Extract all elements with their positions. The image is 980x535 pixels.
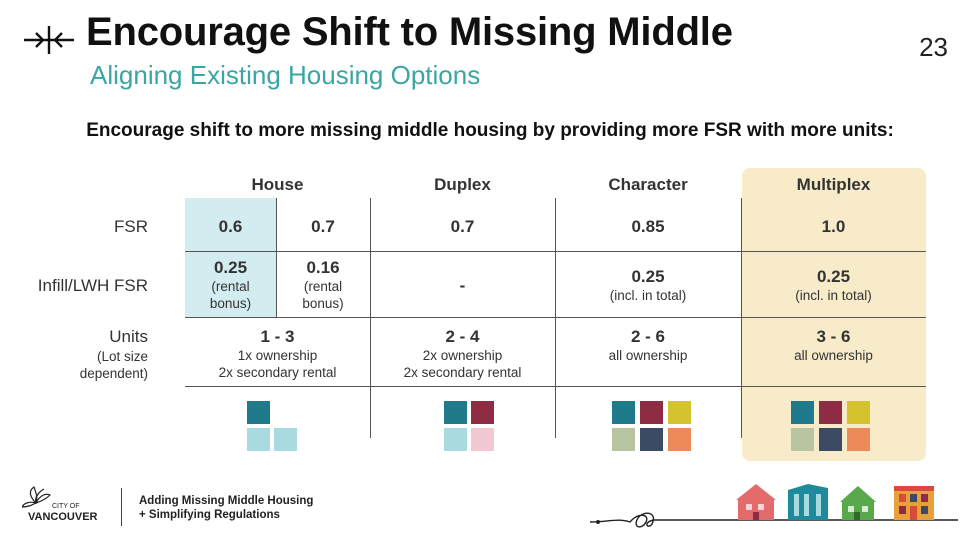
footer-project-line-2: + Simplifying Regulations bbox=[139, 509, 280, 521]
fsr-multiplex: 1.0 bbox=[821, 217, 846, 236]
city-flower-icon bbox=[22, 486, 52, 508]
column-header-character: Character bbox=[608, 175, 688, 194]
house-fsr-highlight bbox=[185, 198, 276, 251]
infill-character-cell: 0.25 (incl. in total) bbox=[555, 267, 741, 304]
infill-house-a-note-2: bonus) bbox=[209, 296, 252, 311]
units-multiplex-note: all ownership bbox=[794, 348, 873, 363]
units-duplex-cell: 2 - 4 2x ownership 2x secondary rental bbox=[370, 327, 555, 381]
house-unit-square-rental-2 bbox=[274, 428, 297, 451]
infill-multiplex-cell: 0.25 (incl. in total) bbox=[741, 267, 926, 304]
missing-middle-logo-icon bbox=[24, 26, 74, 54]
units-duplex-note-2: 2x secondary rental bbox=[403, 365, 522, 380]
infill-multiplex-note: (incl. in total) bbox=[795, 288, 872, 303]
multiplex-unit-square-5 bbox=[819, 428, 842, 451]
multiplex-unit-square-1 bbox=[791, 401, 814, 424]
character-unit-square-3 bbox=[668, 401, 691, 424]
character-unit-square-2 bbox=[640, 401, 663, 424]
page-number: 23 bbox=[919, 32, 948, 62]
footer-divider bbox=[121, 488, 122, 526]
units-house-note-2: 2x secondary rental bbox=[218, 365, 337, 380]
infill-house-a-note-1: (rental bbox=[211, 279, 250, 294]
infill-house-b-value: 0.16 bbox=[306, 258, 340, 277]
footer-org-line-1: CITY OF bbox=[52, 503, 79, 510]
fsr-character: 0.85 bbox=[631, 217, 665, 236]
footer-org-line-2: VANCOUVER bbox=[28, 511, 98, 523]
infill-duplex: - bbox=[459, 276, 466, 295]
page-title: Encourage Shift to Missing Middle bbox=[86, 10, 733, 54]
house-teal-icon bbox=[788, 484, 828, 520]
housing-illustration bbox=[589, 484, 958, 528]
infill-house-b-cell: 0.16 (rental bonus) bbox=[276, 258, 370, 312]
units-house-note-1: 1x ownership bbox=[237, 348, 318, 363]
units-character-value: 2 - 6 bbox=[630, 327, 666, 346]
column-header-multiplex: Multiplex bbox=[796, 175, 871, 194]
house-coral-icon bbox=[736, 484, 776, 520]
lead-statement: Encourage shift to more missing middle h… bbox=[86, 120, 894, 141]
duplex-unit-square-3 bbox=[444, 428, 467, 451]
house-infill-highlight bbox=[185, 252, 276, 317]
infill-character-value: 0.25 bbox=[631, 267, 665, 286]
column-header-duplex: Duplex bbox=[434, 175, 491, 194]
house-split-divider bbox=[276, 198, 277, 317]
house-unit-square-rental-1 bbox=[247, 428, 270, 451]
column-divider-1 bbox=[370, 198, 371, 438]
units-character-note: all ownership bbox=[608, 348, 688, 363]
scribble-line-icon bbox=[589, 512, 958, 528]
house-green-icon bbox=[840, 486, 876, 520]
units-multiplex-value: 3 - 6 bbox=[816, 327, 851, 346]
row-label-infill: Infill/LWH FSR bbox=[37, 276, 148, 295]
multiplex-unit-square-3 bbox=[847, 401, 870, 424]
infill-character-note: (incl. in total) bbox=[609, 288, 687, 303]
row-label-units-sub-2: dependent) bbox=[79, 366, 148, 381]
character-unit-square-4 bbox=[612, 428, 635, 451]
row-label-units-sub-1: (Lot size bbox=[96, 349, 148, 364]
duplex-unit-square-4 bbox=[471, 428, 494, 451]
multiplex-unit-square-4 bbox=[791, 428, 814, 451]
duplex-unit-square-2 bbox=[471, 401, 494, 424]
house-multiplex-icon bbox=[894, 486, 934, 520]
infill-house-a-value: 0.25 bbox=[213, 258, 248, 277]
multiplex-unit-square-6 bbox=[847, 428, 870, 451]
footer-project-title: Adding Missing Middle Housing + Simplify… bbox=[139, 494, 313, 522]
infill-house-b-note-1: (rental bbox=[303, 279, 343, 294]
fsr-duplex: 0.7 bbox=[450, 217, 475, 236]
column-header-house: House bbox=[251, 175, 304, 194]
page-subtitle: Aligning Existing Housing Options bbox=[90, 60, 481, 90]
infill-house-b-note-2: bonus) bbox=[302, 296, 344, 311]
column-divider-3 bbox=[741, 198, 742, 438]
city-of-vancouver-logo: CITY OF VANCOUVER bbox=[22, 486, 98, 523]
row-label-fsr: FSR bbox=[114, 217, 148, 236]
house-unit-square-ownership bbox=[247, 401, 270, 424]
units-duplex-note-1: 2x ownership bbox=[422, 348, 503, 363]
fsr-house-a: 0.6 bbox=[218, 217, 243, 236]
infill-multiplex-value: 0.25 bbox=[816, 267, 851, 286]
multiplex-unit-square-2 bbox=[819, 401, 842, 424]
units-multiplex-cell: 3 - 6 all ownership bbox=[741, 327, 926, 364]
infill-house-a-cell: 0.25 (rental bonus) bbox=[185, 258, 276, 312]
units-house-value: 1 - 3 bbox=[260, 327, 295, 346]
units-duplex-value: 2 - 4 bbox=[445, 327, 480, 346]
units-house-cell: 1 - 3 1x ownership 2x secondary rental bbox=[185, 327, 370, 381]
fsr-house-b: 0.7 bbox=[311, 217, 335, 236]
character-unit-square-1 bbox=[612, 401, 635, 424]
character-unit-square-5 bbox=[640, 428, 663, 451]
column-divider-2 bbox=[555, 198, 556, 438]
duplex-unit-square-1 bbox=[444, 401, 467, 424]
character-unit-square-6 bbox=[668, 428, 691, 451]
row-label-units: Units bbox=[109, 327, 148, 346]
units-character-cell: 2 - 6 all ownership bbox=[555, 327, 741, 364]
footer-project-line-1: Adding Missing Middle Housing bbox=[139, 495, 314, 507]
